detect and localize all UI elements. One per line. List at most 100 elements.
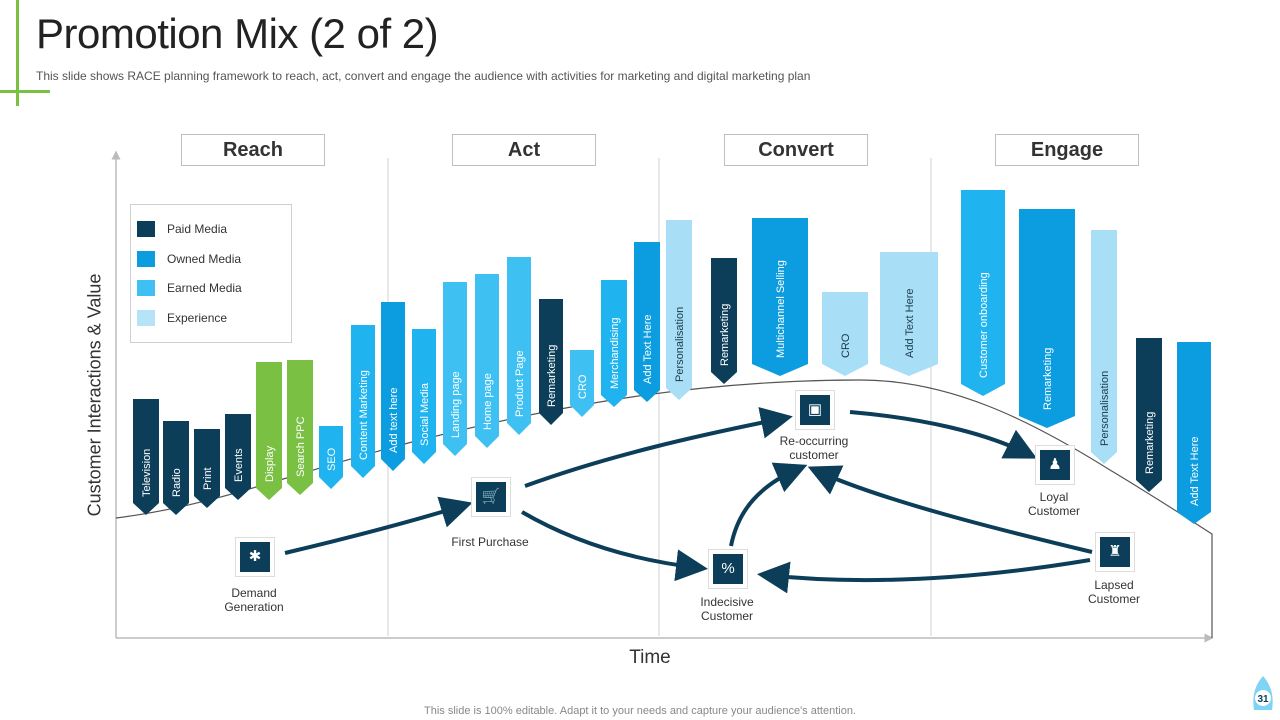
media-bar-label: Add Text Here bbox=[1189, 436, 1201, 506]
media-bar-label: Customer onboarding bbox=[978, 272, 990, 378]
accent-horizontal-line bbox=[0, 90, 50, 93]
reoccurring-customer-label: Re-occurring customer bbox=[769, 434, 859, 462]
media-bar bbox=[1177, 342, 1211, 524]
media-bar bbox=[133, 399, 159, 515]
y-axis-label: Customer Interactions & Value bbox=[84, 273, 105, 517]
arrow-indecisive-to-reoccurring bbox=[729, 462, 808, 547]
media-bar bbox=[880, 252, 938, 376]
media-bar-label: Multichannel Selling bbox=[775, 260, 787, 358]
reoccurring-customer-node: ▣ bbox=[795, 390, 835, 430]
legend-swatch bbox=[137, 310, 155, 326]
media-bar-label: Remarketing bbox=[1042, 348, 1054, 410]
media-bar bbox=[570, 350, 594, 417]
legend-swatch bbox=[137, 280, 155, 296]
media-bar bbox=[539, 299, 563, 425]
media-bar-label: Personalisation bbox=[674, 307, 686, 382]
demand-generation-node: ✱ bbox=[235, 537, 275, 577]
media-bar-label: Add Text Here bbox=[642, 314, 654, 384]
arrow-purchase-to-reoccurring bbox=[524, 407, 793, 488]
media-bars: Television Radio Print Events Display Search … bbox=[133, 190, 1211, 524]
demand-generation-label: Demand Generation bbox=[214, 586, 294, 614]
first-purchase-node: 🛒 bbox=[471, 477, 511, 517]
loyal-customer-text: Loyal Customer bbox=[1027, 490, 1080, 518]
legend-label: Paid Media bbox=[167, 222, 228, 236]
media-bar-label: Content Marketing bbox=[358, 370, 370, 460]
stage-convert: Convert bbox=[724, 134, 868, 166]
media-bar-label: Home page bbox=[482, 373, 494, 430]
media-bar bbox=[412, 329, 436, 464]
legend-swatch bbox=[137, 221, 155, 237]
page-number: 31 bbox=[1257, 694, 1269, 705]
media-bar-label: Remarketing bbox=[719, 304, 731, 366]
media-bar bbox=[507, 257, 531, 435]
media-bar-label: Search PPC bbox=[295, 416, 307, 477]
media-bar bbox=[822, 292, 868, 376]
media-bar bbox=[256, 362, 282, 500]
arrow-lapsed-to-reoccurring bbox=[807, 465, 1093, 554]
media-bar bbox=[1091, 230, 1117, 464]
loyal-customer-node: ♟ bbox=[1035, 445, 1075, 485]
person-chart-icon: ♜ bbox=[1100, 537, 1130, 567]
indecisive-customer-text: Indecisive Customer bbox=[700, 595, 754, 623]
media-bar bbox=[711, 258, 737, 384]
stage-reach: Reach bbox=[181, 134, 325, 166]
page-number-badge: 31 bbox=[1253, 676, 1273, 710]
media-bar bbox=[961, 190, 1005, 396]
media-bar bbox=[601, 280, 627, 407]
x-axis-label: Time bbox=[629, 647, 671, 668]
media-bar bbox=[194, 429, 220, 508]
media-bar bbox=[1019, 209, 1075, 428]
legend-label: Owned Media bbox=[167, 252, 242, 266]
lapsed-customer-text: Lapsed Customer bbox=[1087, 578, 1140, 606]
loyal-customer-label: Loyal Customer bbox=[1019, 490, 1089, 518]
media-bar-label: Remarketing bbox=[1144, 412, 1156, 474]
media-bar-label: Television bbox=[141, 449, 153, 497]
presentation-icon: ▣ bbox=[800, 395, 830, 425]
arrow-demand-to-purchase bbox=[284, 496, 473, 555]
legend: Paid Media Owned Media Earned Media Expe… bbox=[130, 204, 292, 343]
legend-label: Earned Media bbox=[167, 281, 242, 295]
stage-engage: Engage bbox=[995, 134, 1139, 166]
media-bar bbox=[319, 426, 343, 489]
media-bar-label: Product Page bbox=[514, 350, 526, 417]
page-title: Promotion Mix (2 of 2) bbox=[36, 10, 439, 57]
media-bar bbox=[287, 360, 313, 495]
lapsed-customer-node: ♜ bbox=[1095, 532, 1135, 572]
media-bar bbox=[225, 414, 251, 500]
media-bar bbox=[475, 274, 499, 448]
indecisive-customer-label: Indecisive Customer bbox=[687, 595, 767, 623]
reoccurring-customer-text: Re-occurring customer bbox=[779, 434, 849, 462]
media-bar bbox=[752, 218, 808, 376]
legend-label: Experience bbox=[167, 311, 228, 325]
lapsed-customer-label: Lapsed Customer bbox=[1079, 578, 1149, 606]
shopping-cart-icon: 🛒 bbox=[476, 482, 506, 512]
footer-note: This slide is 100% editable. Adapt it to… bbox=[424, 705, 856, 717]
media-bar-label: SEO bbox=[326, 447, 338, 471]
media-bar-label: CRO bbox=[577, 374, 589, 399]
media-bar bbox=[443, 282, 467, 456]
legend-swatch bbox=[137, 251, 155, 267]
media-bar-label: Remarketing bbox=[546, 345, 558, 407]
media-bar bbox=[666, 220, 692, 400]
accent-vertical-line bbox=[16, 0, 19, 106]
media-bar bbox=[1136, 338, 1162, 492]
media-bar-label: Print bbox=[202, 467, 214, 490]
arrow-lapsed-to-indecisive bbox=[757, 558, 1091, 594]
media-bar-label: Social Media bbox=[419, 382, 431, 446]
indecisive-customer-node: % bbox=[708, 549, 748, 589]
page-subtitle: This slide shows RACE planning framework… bbox=[36, 69, 811, 83]
demand-generation-text: Demand Generation bbox=[224, 586, 284, 614]
media-bar bbox=[351, 325, 375, 478]
person-desk-icon: ♟ bbox=[1040, 450, 1070, 480]
media-bar-label: Events bbox=[233, 448, 245, 482]
media-bar bbox=[381, 302, 405, 471]
percent-icon: % bbox=[713, 554, 743, 584]
media-bar-label: Merchandising bbox=[609, 317, 621, 389]
network-icon: ✱ bbox=[240, 542, 270, 572]
media-bar-label: Add text here bbox=[388, 388, 400, 453]
arrow-purchase-to-indecisive bbox=[520, 510, 708, 582]
media-bar-label: Radio bbox=[171, 468, 183, 497]
media-bar bbox=[163, 421, 189, 515]
first-purchase-label: First Purchase bbox=[451, 535, 529, 549]
